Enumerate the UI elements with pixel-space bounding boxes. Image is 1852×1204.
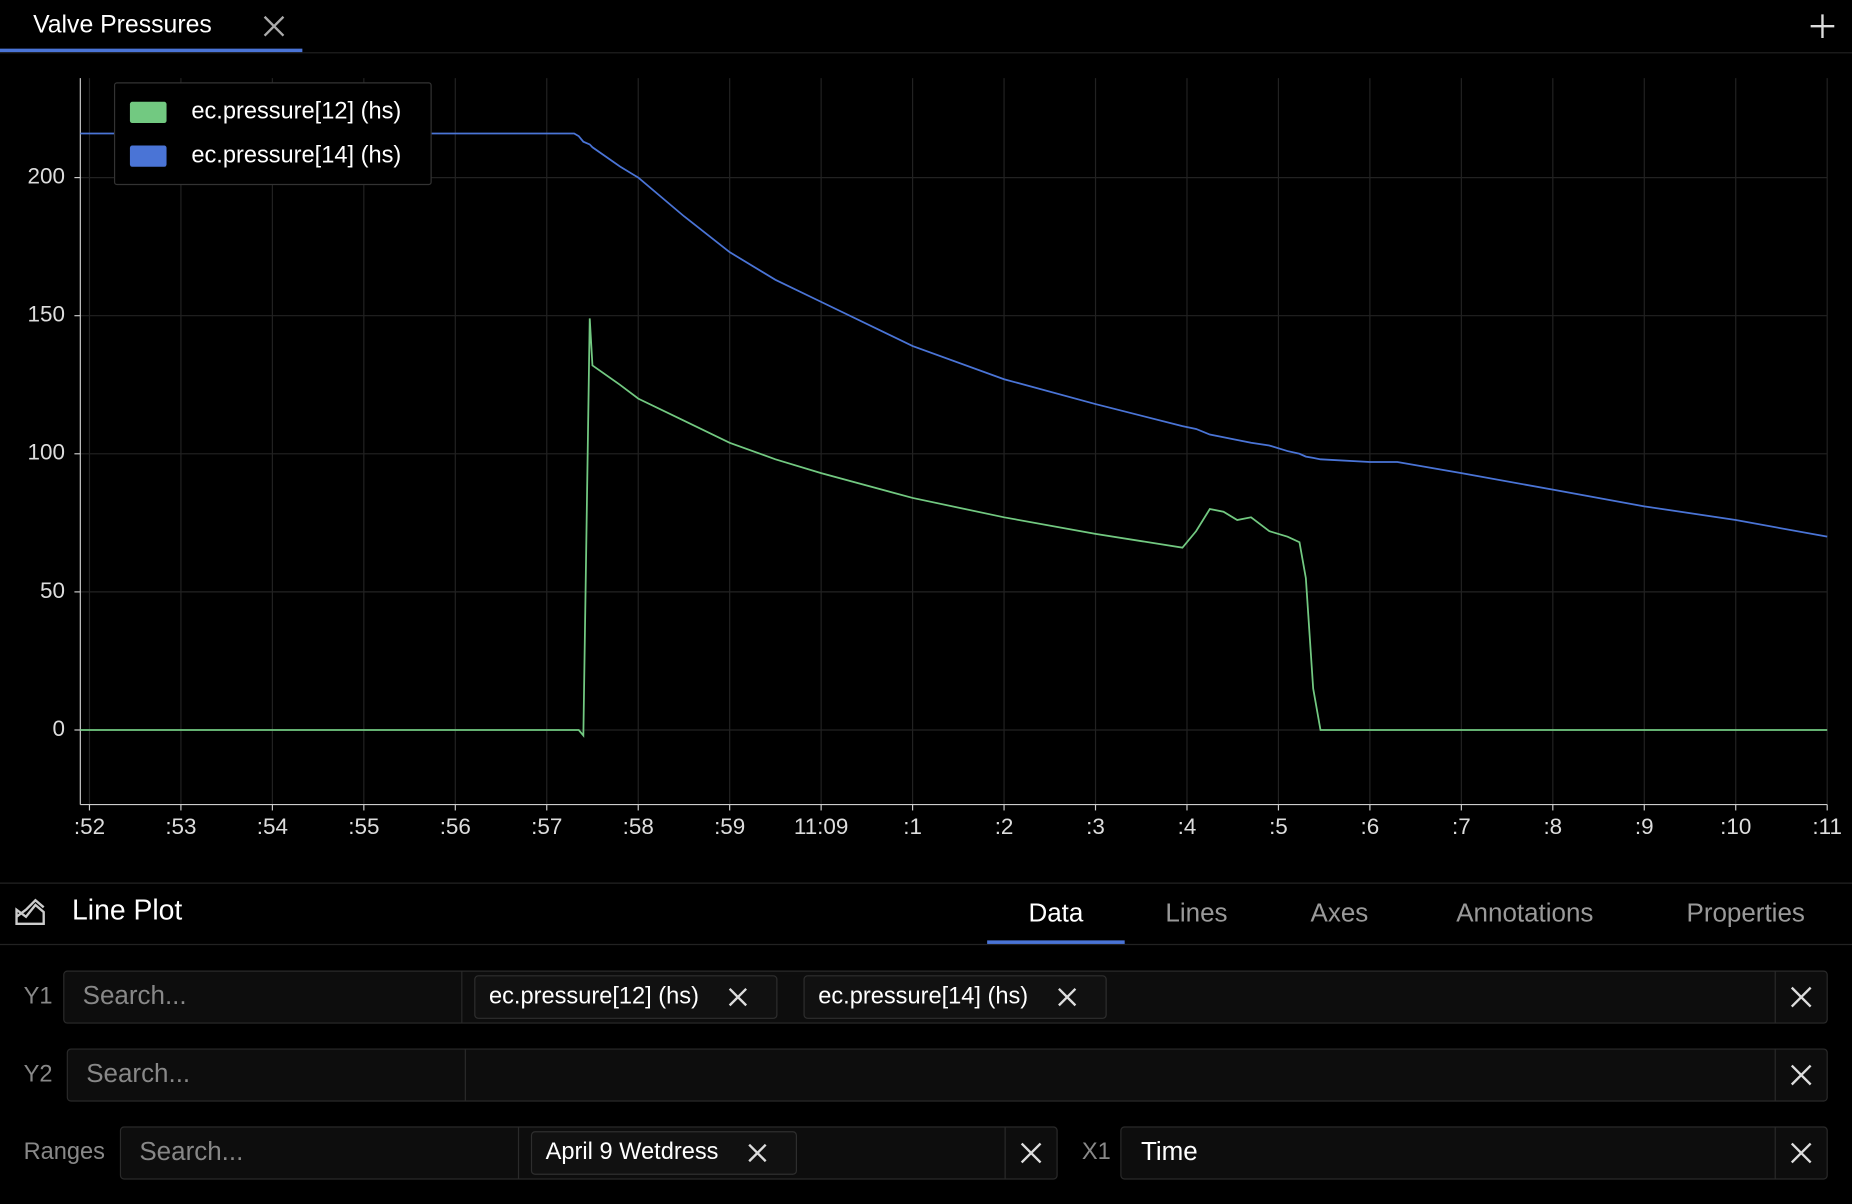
tab-close[interactable] — [263, 15, 285, 37]
x-tick-label: :6 — [1361, 814, 1380, 839]
field-value[interactable]: Time — [1141, 1136, 1198, 1166]
y-tick-label: 50 — [40, 578, 65, 603]
chart: 0 50 100 150 200 :52 :53 :54 :55 :56 :57 :58 :59 11:0… — [28, 78, 1842, 839]
clear-icon[interactable] — [728, 987, 748, 1007]
search-input[interactable]: Search... — [86, 1058, 190, 1088]
x-tick-label: :54 — [257, 814, 288, 839]
series-line — [80, 318, 1828, 738]
add-tab[interactable] — [1810, 14, 1835, 39]
active-tab-underline — [987, 940, 1125, 944]
panel-icon — [15, 898, 45, 926]
legend — [113, 82, 432, 186]
x-tick-label: :55 — [348, 814, 379, 839]
field-label: Y2 — [24, 1061, 53, 1087]
y-tick-label: 200 — [28, 164, 65, 189]
field-box — [66, 1048, 1828, 1102]
panel-tab[interactable]: Lines — [1165, 897, 1227, 927]
clear-icon[interactable] — [1058, 987, 1077, 1007]
field-label: X1 — [1082, 1139, 1111, 1165]
x-tick-label: 11:09 — [794, 814, 848, 839]
search-input[interactable]: Search... — [139, 1136, 243, 1166]
clear-icon[interactable] — [748, 1143, 767, 1163]
x-tick-label: :52 — [74, 814, 105, 839]
chip-label: ec.pressure[12] (hs) — [489, 983, 699, 1009]
tab-title[interactable]: Valve Pressures — [33, 12, 212, 39]
x-tick-label: :58 — [623, 814, 654, 839]
field-label: Y1 — [24, 983, 53, 1009]
legend-label: ec.pressure[14] (hs) — [191, 142, 401, 168]
chip-label: April 9 Wetdress — [546, 1139, 719, 1165]
y-tick-label: 100 — [28, 440, 65, 465]
x-tick-label: :9 — [1635, 814, 1654, 839]
legend-label: ec.pressure[12] (hs) — [191, 99, 401, 125]
search-input[interactable]: Search... — [83, 980, 187, 1010]
x-tick-label: :5 — [1269, 814, 1288, 839]
clear-icon[interactable] — [1790, 1142, 1812, 1164]
x-tick-label: :59 — [714, 814, 745, 839]
field-box — [1120, 1126, 1828, 1180]
panel-tab[interactable]: Annotations — [1456, 897, 1593, 927]
x-tick-label: :57 — [531, 814, 562, 839]
panel-tab[interactable]: Data — [1028, 897, 1083, 927]
x-tick-label: :7 — [1452, 814, 1471, 839]
x-tick-label: :4 — [1178, 814, 1197, 839]
chip-label: ec.pressure[14] (hs) — [818, 983, 1028, 1009]
x-tick-label: :56 — [440, 814, 471, 839]
y-tick-label: 0 — [52, 716, 64, 741]
legend-swatch — [129, 101, 167, 124]
x-tick-label: :1 — [903, 814, 922, 839]
panel-tab[interactable]: Properties — [1687, 897, 1805, 927]
panel-tab[interactable]: Axes — [1311, 897, 1369, 927]
legend-swatch — [129, 145, 167, 167]
tab-underline — [0, 48, 303, 53]
panel-body: Data Lines Axes Annotations Properties Y1 Sear… — [24, 897, 1828, 1180]
clear-icon[interactable] — [1020, 1142, 1042, 1164]
chip[interactable] — [530, 1131, 797, 1175]
x-tick-label: :53 — [165, 814, 196, 839]
field-label: Ranges — [24, 1139, 105, 1165]
y-tick-label: 150 — [28, 302, 65, 327]
x-tick-label: :10 — [1720, 814, 1751, 839]
x-tick-label: :11 — [1812, 814, 1842, 839]
x-tick-label: :3 — [1086, 814, 1105, 839]
clear-icon[interactable] — [1790, 986, 1812, 1008]
chip[interactable] — [803, 975, 1107, 1019]
chip[interactable] — [474, 975, 778, 1019]
x-tick-label: :8 — [1543, 814, 1562, 839]
series-line — [80, 132, 1828, 538]
clear-icon[interactable] — [1790, 1064, 1812, 1086]
x-tick-label: :2 — [995, 814, 1014, 839]
panel-title: Line Plot — [72, 895, 182, 927]
